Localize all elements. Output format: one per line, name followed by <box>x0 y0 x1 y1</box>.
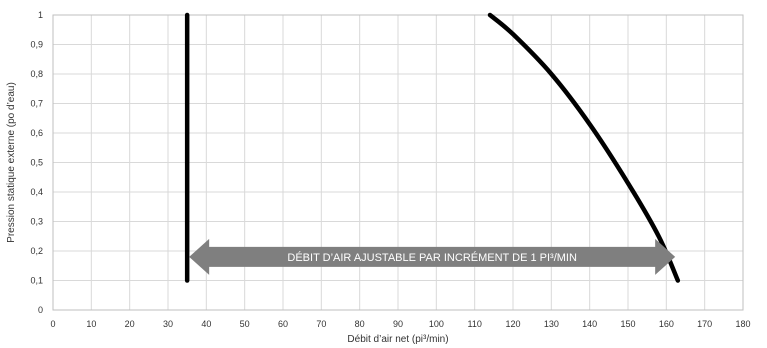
x-tick-label: 150 <box>620 319 635 329</box>
x-tick-label: 170 <box>697 319 712 329</box>
x-axis-label: Débit d’air net (pi³/min) <box>347 334 448 345</box>
x-tick-label: 120 <box>505 319 520 329</box>
x-tick-label: 140 <box>582 319 597 329</box>
annotation-arrow-shape <box>189 238 676 275</box>
annotation-text: DÉBIT D’AIR AJUSTABLE PAR INCRÉMENT DE 1… <box>287 251 577 264</box>
x-tick-label: 60 <box>278 319 288 329</box>
y-tick-label: 0,5 <box>30 158 43 168</box>
x-tick-label: 110 <box>467 319 481 329</box>
x-tick-label: 50 <box>240 319 250 329</box>
x-tick-label: 30 <box>163 319 173 329</box>
x-tick-label: 70 <box>316 319 326 329</box>
x-tick-label: 100 <box>429 319 444 329</box>
x-tick-label: 10 <box>86 319 96 329</box>
x-tick-label: 40 <box>201 319 211 329</box>
x-tick-label: 180 <box>735 319 750 329</box>
series-line-2 <box>487 12 681 283</box>
annotation-arrow: DÉBIT D’AIR AJUSTABLE PAR INCRÉMENT DE 1… <box>189 238 676 275</box>
y-tick-label: 0,9 <box>30 40 43 50</box>
x-tick-label: 80 <box>355 319 365 329</box>
x-tick-label: 130 <box>544 319 559 329</box>
y-tick-label: 0,6 <box>30 128 43 138</box>
y-axis-label: Pression statique externe (po d’eau) <box>6 82 17 243</box>
x-tick-label: 0 <box>50 319 55 329</box>
y-tick-label: 0,1 <box>30 276 43 286</box>
x-tick-label: 90 <box>393 319 403 329</box>
y-tick-label: 0,3 <box>30 217 43 227</box>
series-layer <box>184 12 681 283</box>
y-tick-label: 0,8 <box>30 69 43 79</box>
y-tick-label: 0 <box>38 305 43 315</box>
y-tick-label: 0,2 <box>30 246 43 256</box>
y-tick-label: 0,7 <box>30 99 43 109</box>
x-tick-label: 160 <box>659 319 674 329</box>
tick-labels: 0 10 20 30 40 50 60 70 80 90 100 110 120 130 140 150 160… <box>30 10 750 329</box>
y-tick-label: 0,4 <box>30 187 43 197</box>
x-tick-label: 20 <box>125 319 135 329</box>
plot-border <box>52 14 744 311</box>
y-tick-label: 1 <box>38 10 43 20</box>
